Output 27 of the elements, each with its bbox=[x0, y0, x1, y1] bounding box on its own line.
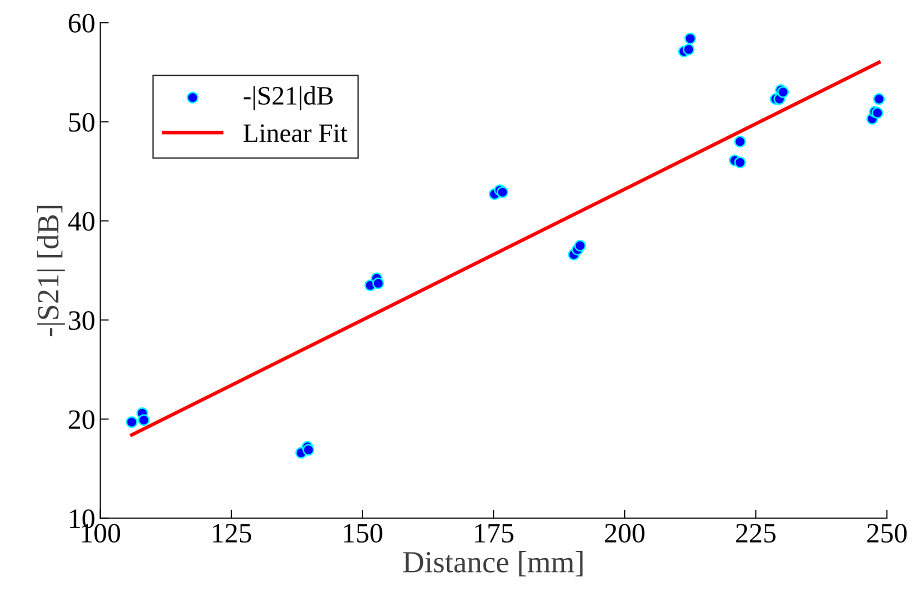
x-tick-label: 225 bbox=[736, 524, 776, 543]
point bbox=[126, 416, 138, 428]
point bbox=[372, 277, 384, 290]
point bbox=[682, 44, 694, 56]
point bbox=[872, 107, 884, 119]
y-tick-label: 20 bbox=[68, 410, 94, 430]
x-tick-label: 200 bbox=[605, 524, 644, 543]
point bbox=[873, 93, 885, 105]
point bbox=[734, 136, 746, 148]
y-tick-label: 50 bbox=[69, 112, 94, 132]
point bbox=[302, 444, 314, 456]
y-tick-label: 30 bbox=[68, 311, 94, 330]
x-axis-title: Distance [mm] bbox=[403, 551, 583, 576]
x-tick-label: 125 bbox=[212, 524, 252, 543]
point bbox=[684, 32, 696, 44]
x-tick-label: 175 bbox=[475, 524, 514, 543]
point bbox=[574, 240, 586, 252]
y-tick-label: 40 bbox=[68, 212, 94, 231]
x-tick-label: 250 bbox=[867, 524, 907, 543]
point bbox=[496, 186, 508, 198]
x-tick-label: 150 bbox=[344, 524, 382, 543]
legend-label: Linear Fit bbox=[244, 124, 348, 142]
y-tick-label: 60 bbox=[68, 14, 94, 33]
legend-label: -|S21|dB bbox=[244, 86, 333, 110]
point bbox=[734, 156, 746, 168]
point bbox=[138, 414, 150, 426]
y-axis-title: -|S21| [dB] bbox=[37, 206, 65, 336]
